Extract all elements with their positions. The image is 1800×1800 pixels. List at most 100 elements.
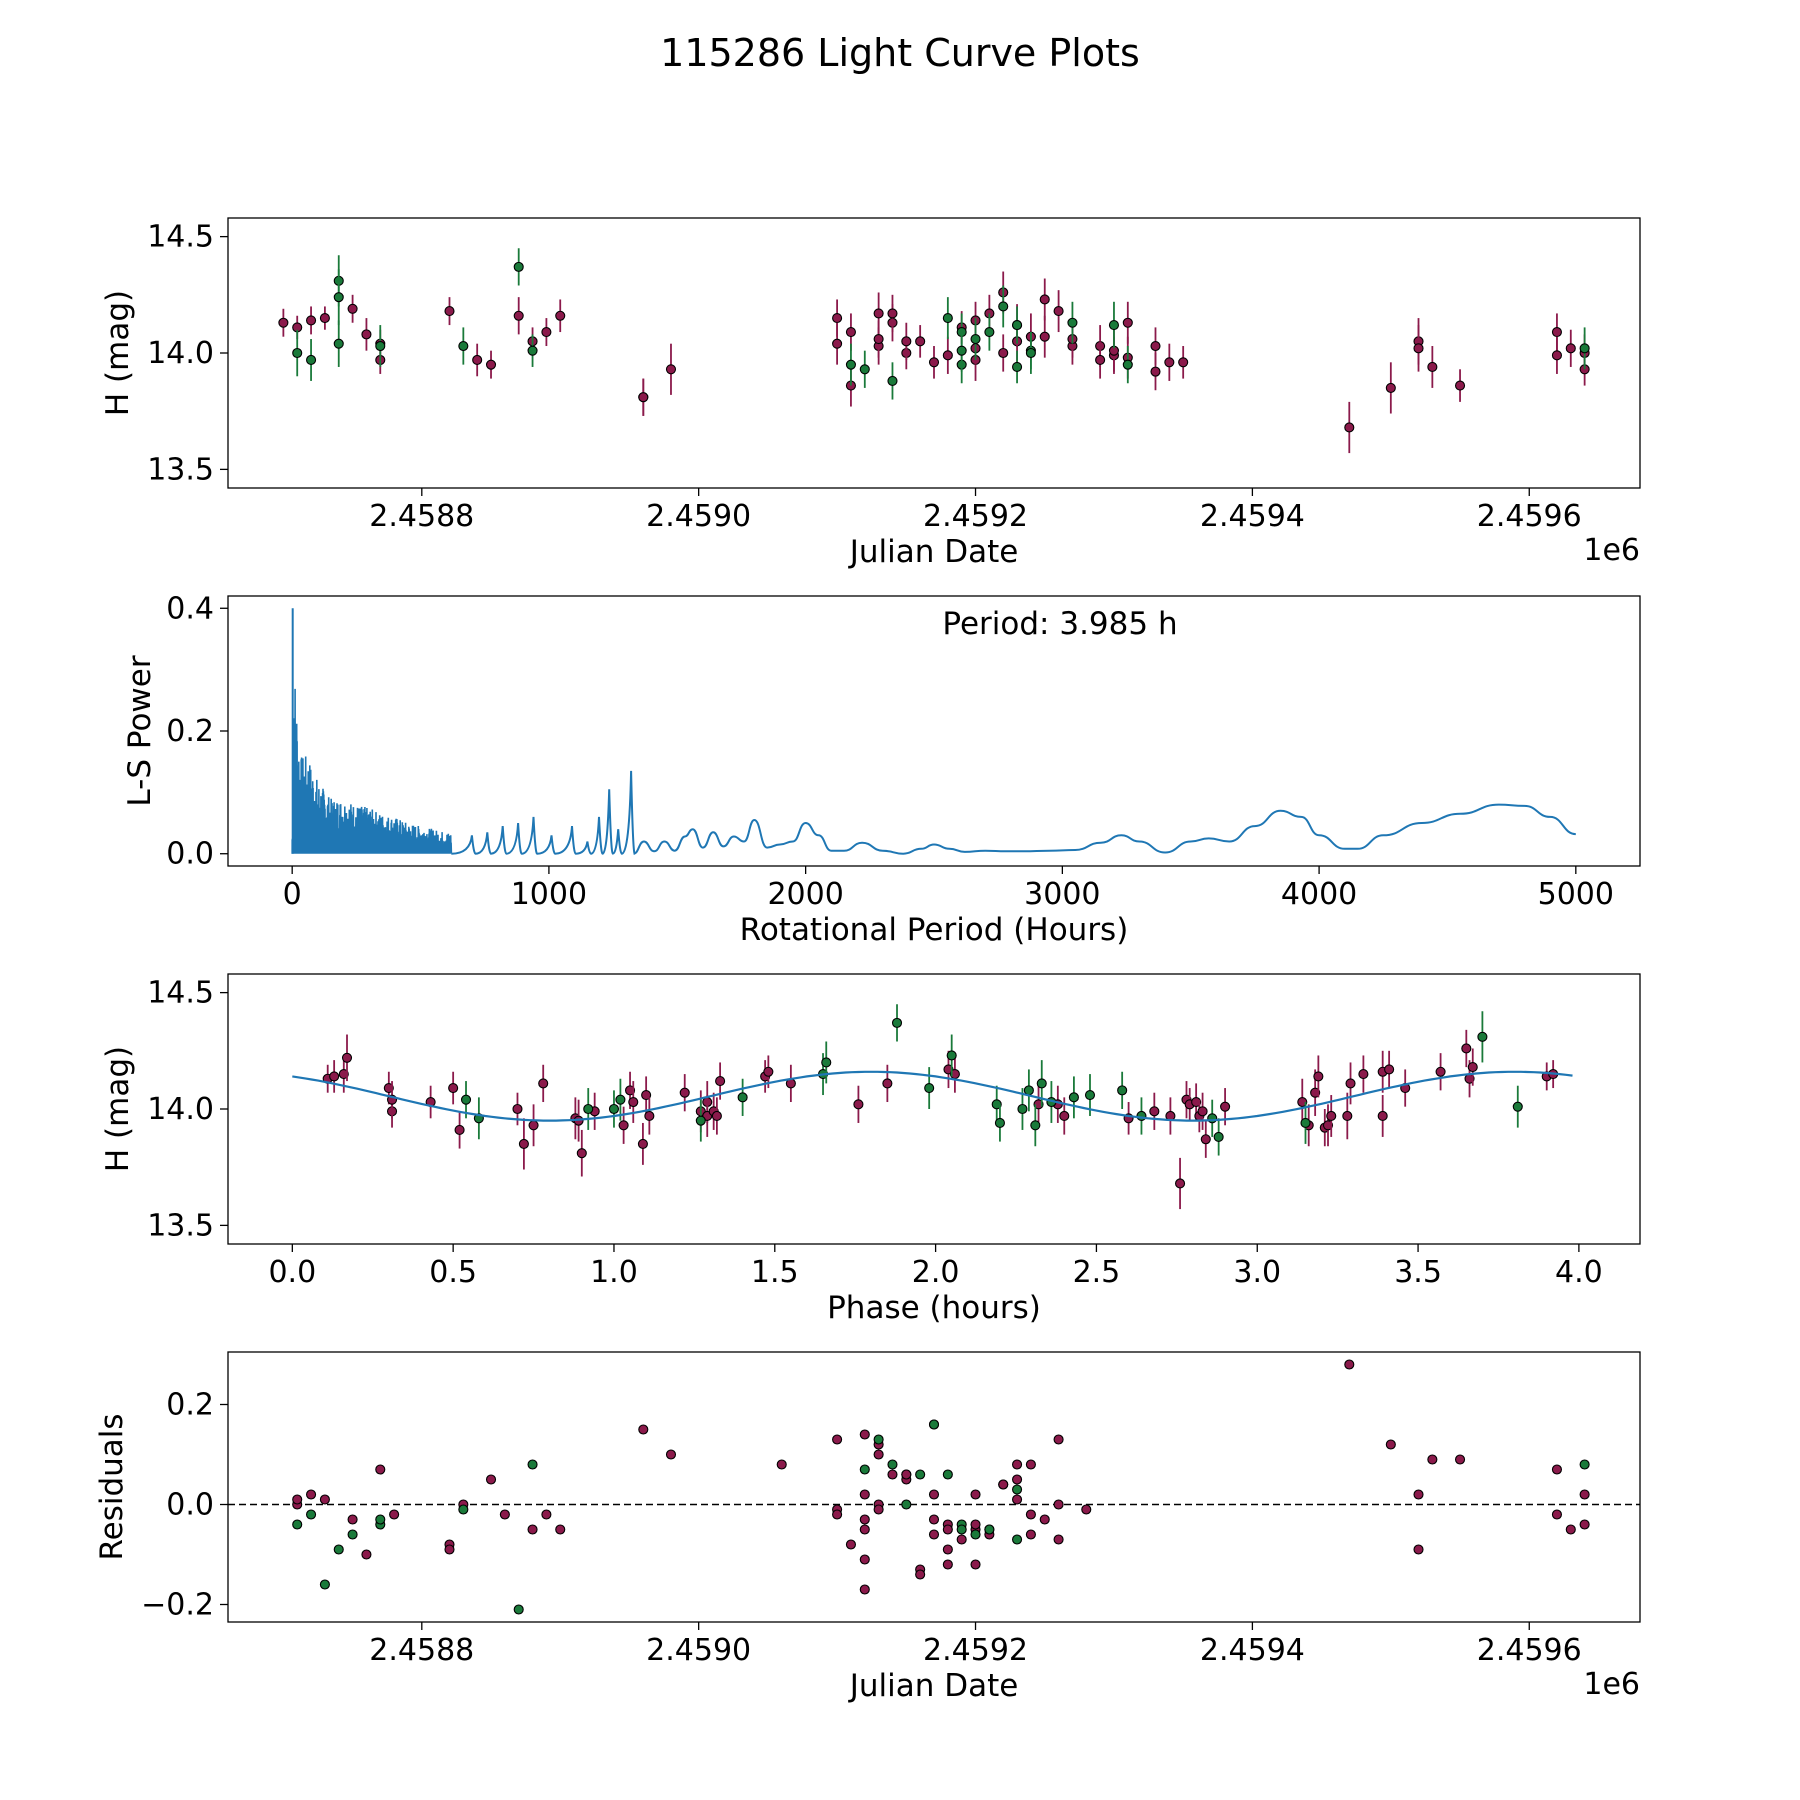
purple-point	[887, 308, 898, 319]
purple-point	[942, 1559, 953, 1570]
periodogram-marks	[291, 608, 1576, 855]
green-point	[347, 1529, 358, 1540]
phased-ticks: 0.0 0.5 1.0 1.5 2.0 2.5 3.0 3.5 4.0 13.5 14.0 14.5	[147, 976, 1603, 1290]
model-curve	[292, 1070, 1573, 1122]
purple-point	[1039, 1514, 1050, 1525]
green-point	[460, 1094, 472, 1105]
purple-point	[1384, 1064, 1395, 1075]
x-tick-label: 4000	[1281, 877, 1357, 912]
purple-point	[901, 1469, 912, 1480]
x-tick-label: 0	[283, 877, 302, 912]
purple-point	[998, 1479, 1009, 1490]
green-point	[984, 1524, 995, 1535]
green-point	[1017, 1103, 1028, 1115]
purple-point	[555, 1524, 566, 1535]
green-point	[970, 1529, 981, 1540]
y-tick-label: 13.5	[147, 452, 214, 487]
purple-point	[538, 1078, 549, 1089]
green-point	[1030, 1120, 1041, 1131]
purple-point	[375, 1464, 386, 1475]
lightcurve-xlabel: Julian Date	[848, 534, 1019, 570]
lightcurve-ylabel: H (mag)	[100, 290, 136, 416]
purple-point	[998, 347, 1009, 359]
purple-point	[1012, 1459, 1023, 1470]
purple-point	[1012, 1494, 1023, 1505]
purple-point	[1551, 350, 1562, 361]
purple-point	[278, 317, 289, 328]
purple-point	[1467, 1062, 1478, 1073]
purple-point	[956, 1534, 967, 1545]
periodogram-mid-line	[451, 770, 636, 855]
purple-point	[618, 1120, 629, 1131]
purple-point	[641, 1089, 652, 1101]
purple-point	[859, 1489, 870, 1500]
purple-point	[329, 1071, 340, 1082]
green-point	[891, 1017, 903, 1028]
purple-point	[1313, 1071, 1324, 1082]
x-tick-label: 2.4592	[923, 499, 1028, 534]
periodogram-tail-line	[633, 803, 1576, 855]
purple-point	[915, 336, 926, 347]
purple-point	[347, 303, 358, 314]
purple-point	[1197, 1106, 1208, 1117]
purple-point	[637, 1138, 648, 1149]
purple-point	[873, 1449, 884, 1460]
green-point	[928, 1419, 940, 1430]
purple-point	[882, 1078, 893, 1089]
purple-point	[628, 1096, 639, 1108]
residuals-xlabel: Julian Date	[848, 1668, 1019, 1704]
periodogram-panel: 0 1000 2000 3000 4000 5000 0.0 0.2 0.4 Period: 3…	[122, 591, 1641, 948]
green-point	[1512, 1101, 1523, 1112]
figure-title: 115286 Light Curve Plots	[660, 31, 1140, 75]
x-tick-label: 2.4594	[1200, 499, 1305, 534]
purple-point	[845, 1539, 856, 1550]
x-tick-label: 3000	[1024, 877, 1100, 912]
green-point	[1579, 1459, 1590, 1470]
green-point	[994, 1117, 1005, 1129]
y-tick-label: −0.2	[141, 1588, 214, 1623]
green-point	[1207, 1113, 1218, 1124]
green-point	[1068, 1092, 1079, 1103]
purple-point	[576, 1148, 587, 1159]
lightcurve-panel: 2.4588 2.4590 2.4592 2.4594 2.4596 13.5 14.0 14…	[100, 217, 1641, 570]
green-point	[375, 1514, 386, 1525]
purple-point	[541, 1509, 552, 1520]
phased-xlabel: Phase (hours)	[827, 1290, 1041, 1326]
green-point	[924, 1083, 935, 1094]
purple-point	[1454, 1454, 1466, 1465]
purple-point	[319, 1494, 330, 1505]
purple-point	[845, 327, 856, 338]
green-point	[859, 364, 870, 375]
purple-point	[347, 1514, 358, 1525]
purple-point	[665, 364, 677, 375]
purple-point	[638, 1424, 649, 1435]
x-tick-label: 3.5	[1394, 1255, 1442, 1290]
purple-point	[444, 1544, 455, 1555]
x-tick-label: 2.4594	[1200, 1633, 1305, 1668]
y-tick-label: 14.5	[147, 976, 214, 1011]
green-point	[859, 1464, 870, 1475]
purple-point	[859, 1554, 870, 1565]
green-point	[1213, 1131, 1224, 1142]
purple-point	[942, 350, 953, 361]
periodogram-frame	[227, 595, 1641, 867]
green-point	[1012, 1484, 1023, 1495]
green-point	[583, 1103, 594, 1115]
purple-point	[528, 1120, 539, 1131]
green-point	[615, 1094, 626, 1105]
purple-point	[1358, 1069, 1369, 1080]
purple-point	[711, 1110, 722, 1122]
purple-point	[341, 1052, 353, 1063]
purple-point	[1551, 1509, 1562, 1520]
purple-point	[472, 354, 483, 366]
purple-point	[518, 1138, 529, 1149]
purple-point	[361, 1549, 372, 1560]
purple-point	[1033, 1099, 1044, 1110]
lightcurve-ticks: 2.4588 2.4590 2.4592 2.4594 2.4596 13.5 14.0 14…	[147, 220, 1582, 534]
purple-point	[1344, 422, 1355, 433]
y-tick-label: 0.2	[166, 714, 214, 749]
green-point	[513, 1604, 524, 1615]
green-point	[1117, 1085, 1128, 1096]
purple-point	[1012, 1474, 1023, 1485]
purple-point	[454, 1124, 465, 1135]
